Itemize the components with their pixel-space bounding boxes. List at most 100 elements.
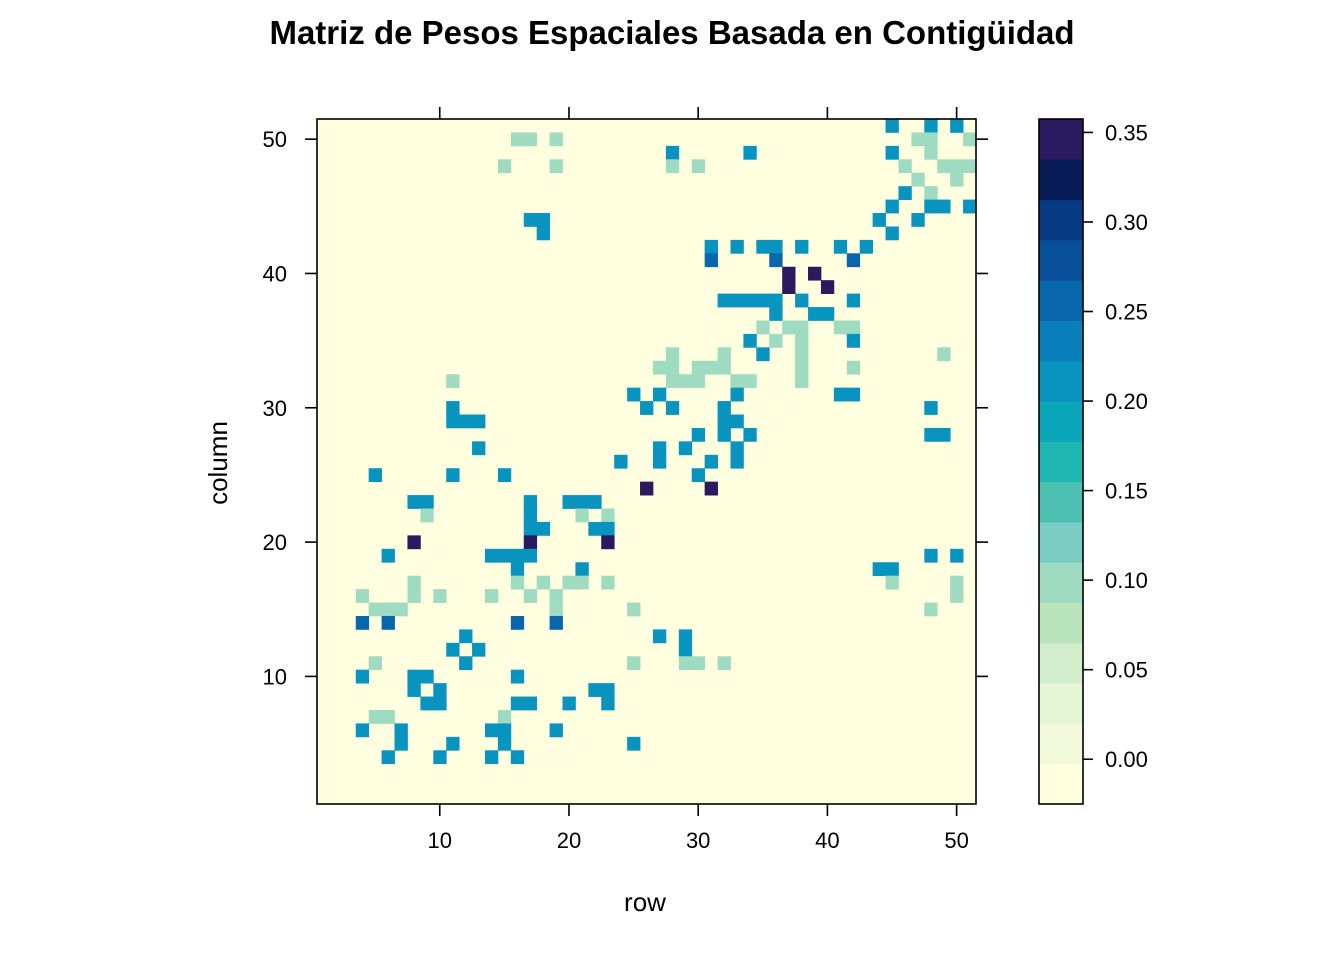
heatmap-cell bbox=[407, 495, 421, 509]
heatmap-cell bbox=[717, 293, 731, 308]
heatmap-cell bbox=[691, 427, 706, 442]
heatmap-cell bbox=[575, 508, 589, 523]
heatmap-cell bbox=[394, 723, 408, 738]
heatmap-cell bbox=[394, 602, 408, 617]
heatmap-cell bbox=[562, 575, 576, 590]
heatmap-cell bbox=[446, 401, 460, 415]
heatmap-cell bbox=[846, 320, 861, 335]
heatmap-cell bbox=[808, 307, 822, 321]
heatmap-cell bbox=[924, 119, 938, 133]
heatmap-cell bbox=[575, 575, 589, 590]
heatmap-cell bbox=[717, 401, 731, 415]
heatmap-cell bbox=[433, 696, 447, 711]
heatmap-cell bbox=[937, 159, 951, 174]
heatmap-cell bbox=[924, 548, 938, 563]
heatmap-cell bbox=[407, 683, 421, 697]
heatmap-cell bbox=[911, 213, 925, 227]
heatmap-cell bbox=[549, 723, 563, 738]
colorbar-tick-label: 0.10 bbox=[1105, 568, 1148, 593]
heatmap-cell bbox=[472, 642, 486, 657]
y-tick-label: 30 bbox=[263, 396, 287, 421]
x-tick-label: 40 bbox=[815, 828, 839, 853]
heatmap-cell bbox=[510, 696, 525, 711]
heatmap-cell bbox=[652, 360, 667, 375]
heatmap-cell bbox=[963, 199, 977, 214]
heatmap-cell bbox=[691, 468, 706, 483]
heatmap-cell bbox=[795, 333, 809, 348]
heatmap-cell bbox=[497, 159, 512, 174]
heatmap-cell bbox=[717, 414, 731, 429]
heatmap-cell bbox=[665, 374, 680, 389]
heatmap-cell bbox=[937, 199, 951, 214]
heatmap-cell bbox=[769, 253, 783, 268]
heatmap-cell bbox=[368, 468, 383, 483]
heatmap-cell bbox=[588, 521, 602, 536]
heatmap-cell bbox=[769, 293, 783, 308]
heatmap-cell bbox=[795, 239, 809, 254]
heatmap-cell bbox=[497, 723, 512, 738]
heatmap-cell bbox=[627, 387, 641, 402]
heatmap-cell bbox=[743, 145, 757, 160]
heatmap-cell bbox=[859, 239, 874, 254]
x-axis-label: row bbox=[624, 887, 666, 917]
colorbar-tick-label: 0.30 bbox=[1105, 210, 1148, 235]
heatmap-cell bbox=[355, 669, 370, 684]
heatmap-cell bbox=[665, 347, 680, 362]
heatmap-cell bbox=[885, 119, 899, 133]
heatmap-cell bbox=[730, 454, 744, 469]
heatmap-cell bbox=[420, 508, 434, 523]
heatmap-cell bbox=[459, 629, 473, 644]
heatmap-cell bbox=[549, 602, 563, 617]
colorbar-frame bbox=[1038, 118, 1084, 805]
colorbar-swatch bbox=[1039, 119, 1083, 160]
heatmap-cell bbox=[355, 723, 370, 738]
heatmap-cell bbox=[407, 575, 421, 590]
heatmap-cell bbox=[704, 239, 718, 254]
colorbar-swatch bbox=[1039, 763, 1083, 805]
heatmap-cell bbox=[446, 374, 460, 389]
heatmap-cell bbox=[924, 602, 938, 617]
heatmap-cell bbox=[846, 360, 861, 375]
heatmap-cell bbox=[795, 360, 809, 375]
colorbar-swatch bbox=[1039, 481, 1083, 523]
heatmap-cell bbox=[510, 132, 525, 147]
heatmap-cell bbox=[743, 333, 757, 348]
colorbar-swatch bbox=[1039, 159, 1083, 201]
heatmap-cell bbox=[497, 548, 512, 563]
heatmap-cell bbox=[368, 709, 383, 724]
heatmap-cell bbox=[497, 468, 512, 483]
heatmap-cell bbox=[433, 750, 447, 765]
heatmap-cell bbox=[730, 239, 744, 254]
heatmap-cell bbox=[381, 750, 395, 765]
heatmap-cell bbox=[420, 495, 434, 509]
heatmap-cell bbox=[743, 374, 757, 389]
heatmap-cell bbox=[795, 293, 809, 308]
heatmap-cell bbox=[510, 548, 525, 563]
heatmap-cell bbox=[381, 602, 395, 617]
heatmap-cell bbox=[911, 132, 925, 147]
heatmap-cell bbox=[407, 589, 421, 603]
heatmap-cell bbox=[924, 401, 938, 415]
heatmap-cell bbox=[833, 320, 848, 335]
heatmap-cell bbox=[782, 266, 796, 281]
colorbar-swatch bbox=[1039, 723, 1083, 765]
colorbar-swatch bbox=[1039, 441, 1083, 483]
heatmap-cell bbox=[601, 696, 615, 711]
heatmap-cell bbox=[536, 213, 550, 227]
heatmap-cell bbox=[885, 199, 899, 214]
heatmap-cell bbox=[614, 454, 628, 469]
heatmap-cell bbox=[549, 132, 563, 147]
y-axis-label: column bbox=[203, 421, 233, 505]
y-tick-label: 10 bbox=[263, 664, 287, 689]
x-tick-label: 30 bbox=[686, 828, 710, 853]
heatmap-cell bbox=[420, 696, 434, 711]
heatmap-cell bbox=[640, 481, 654, 496]
heatmap-cell bbox=[394, 736, 408, 751]
heatmap-cell bbox=[627, 602, 641, 617]
colorbar-tick-label: 0.35 bbox=[1105, 120, 1148, 145]
heatmap-cell bbox=[523, 521, 538, 536]
heatmap-cell bbox=[846, 293, 861, 308]
colorbar-swatch bbox=[1039, 280, 1083, 321]
heatmap-cell bbox=[963, 132, 977, 147]
